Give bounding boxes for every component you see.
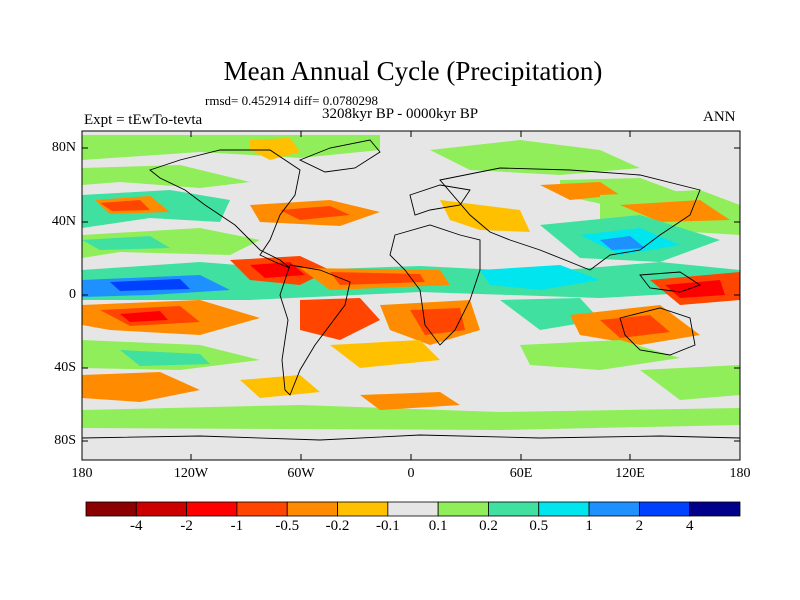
lon-label-120w: 120W: [173, 466, 209, 481]
colorbar-label: 1: [585, 518, 593, 534]
colorbar-swatch: [488, 501, 540, 517]
colorbar-swatch: [337, 501, 389, 517]
season-label: ANN: [703, 109, 736, 125]
colorbar-swatch: [538, 501, 590, 517]
colorbar-label: 0.5: [529, 518, 549, 534]
coastlines: [82, 139, 740, 441]
colorbar-swatch: [135, 501, 188, 517]
colorbar-label: 0.1: [428, 518, 448, 534]
time-period: 3208kyr BP - 0000kyr BP: [322, 106, 479, 122]
colorbar-swatch: [588, 501, 640, 517]
lat-label-0: 0: [69, 287, 76, 302]
colorbar-swatch: [186, 501, 238, 517]
colorbar-label: 0.2: [479, 518, 498, 534]
map-title: Mean Annual Cycle (Precipitation): [223, 56, 603, 86]
lon-label-60w: 60W: [287, 466, 315, 481]
colorbar-label: -2: [180, 518, 193, 534]
colorbar-label: -4: [130, 518, 143, 534]
lon-label-60e: 60E: [509, 466, 533, 481]
experiment-label: Expt = tEwTo-tevta: [84, 112, 203, 128]
lon-label-180w: 180: [71, 466, 93, 481]
colorbar: [85, 501, 741, 517]
colorbar-label: 4: [685, 518, 694, 534]
colorbar-label: -0.2: [325, 518, 350, 534]
colorbar-label: 2: [635, 518, 644, 534]
rmsd-diff-stats: rmsd= 0.452914 diff= 0.0780298: [205, 93, 378, 108]
lat-label-80s: 80S: [54, 433, 76, 448]
colorbar-swatch: [638, 501, 691, 517]
colorbar-swatch: [437, 501, 489, 517]
lat-label-40s: 40S: [54, 360, 76, 375]
colorbar-swatch: [236, 501, 288, 517]
lon-label-0: 0: [407, 466, 415, 481]
colorbar-swatch: [689, 501, 741, 517]
colorbar-label: -1: [230, 518, 244, 534]
precipitation-field: [82, 131, 740, 460]
lat-label-80n: 80N: [51, 140, 76, 155]
colorbar-swatch: [286, 501, 338, 517]
colorbar-label: -0.5: [275, 518, 300, 534]
lon-label-120e: 120E: [615, 466, 645, 481]
colorbar-swatch: [85, 501, 137, 517]
lat-label-40n: 40N: [51, 214, 76, 229]
lon-label-180e: 180: [729, 466, 751, 481]
colorbar-swatch: [387, 501, 439, 517]
colorbar-label: -0.1: [375, 518, 400, 534]
